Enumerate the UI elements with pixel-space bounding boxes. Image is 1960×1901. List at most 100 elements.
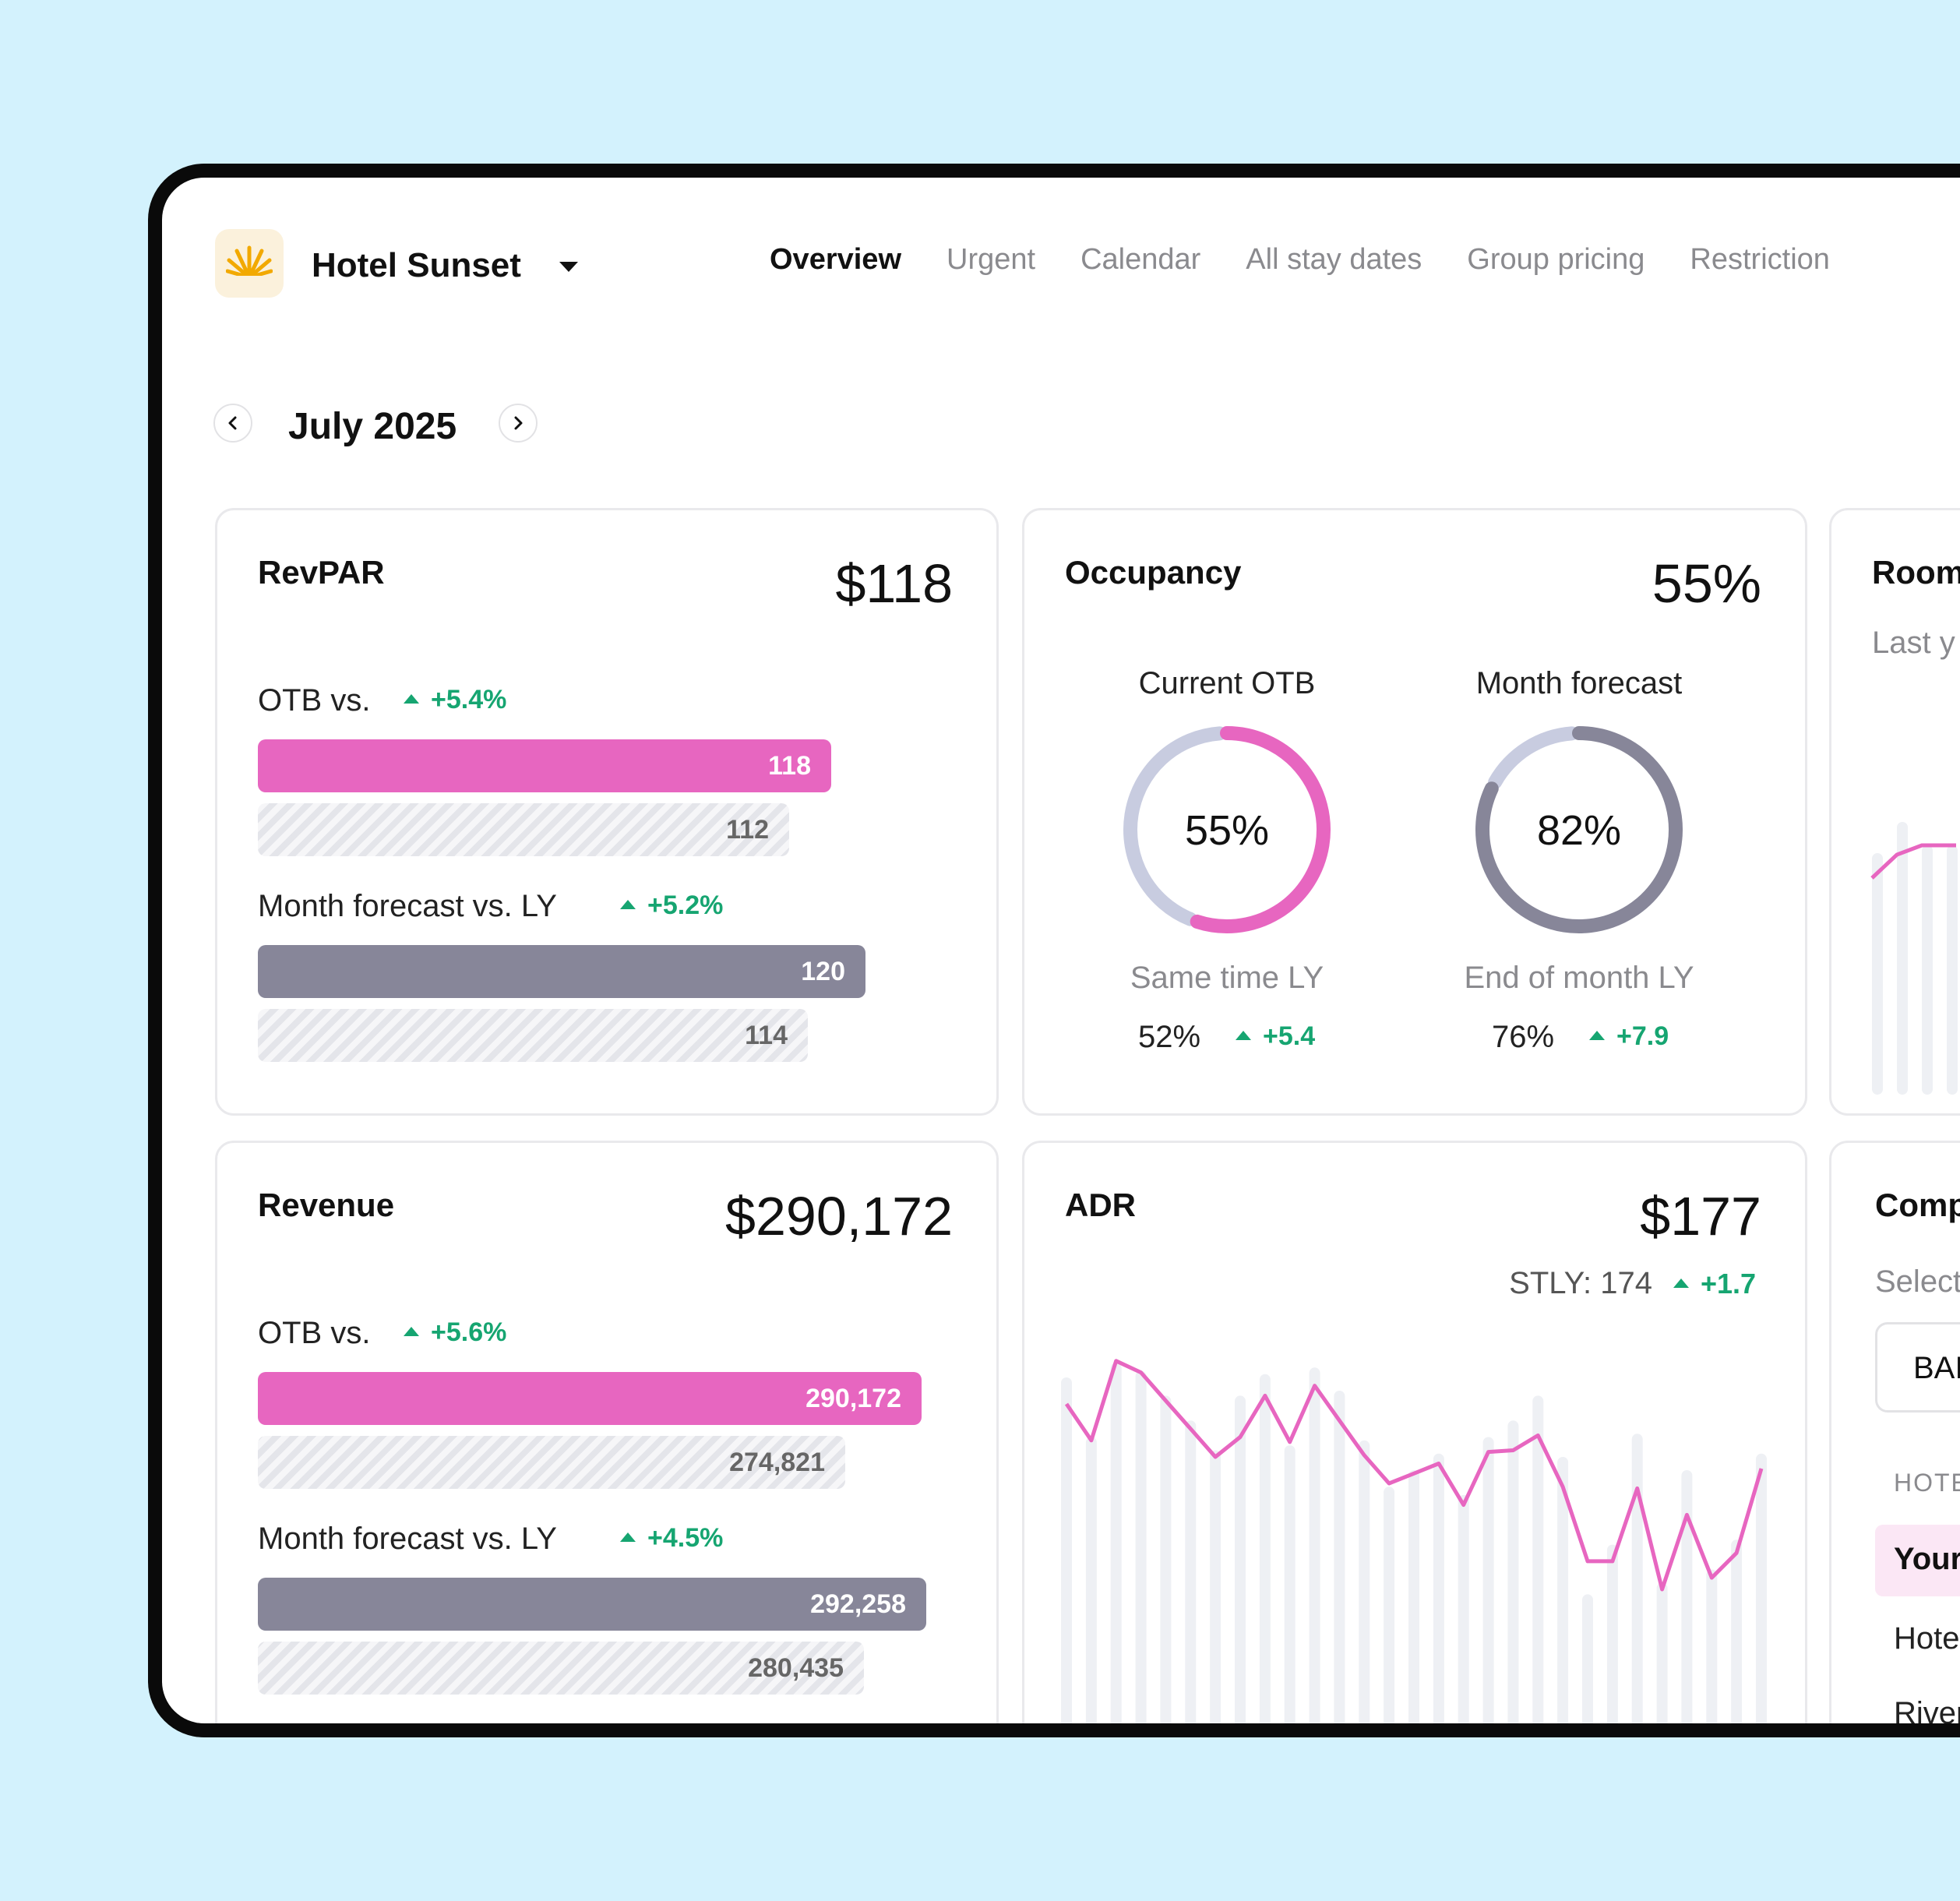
month-title: July 2025	[288, 406, 457, 447]
card-title: Comp	[1875, 1187, 1960, 1223]
tab-urgent[interactable]: Urgent	[947, 243, 1036, 276]
adr-bar	[1606, 1544, 1618, 1723]
hotel-logo[interactable]	[215, 229, 284, 298]
caret-down-icon[interactable]	[558, 260, 580, 274]
adr-bar	[1210, 1450, 1221, 1723]
adr-bar	[1259, 1374, 1271, 1723]
otb-bar: 118	[258, 739, 831, 792]
adr-card: ADR $177 STLY: 174 +1.7	[1022, 1141, 1807, 1723]
comp-row[interactable]: Hote	[1894, 1621, 1960, 1656]
tab-all-stay-dates[interactable]: All stay dates	[1246, 243, 1422, 276]
same-time-ly-label: Same time LY	[1130, 961, 1324, 995]
triangle-up-icon	[404, 694, 419, 704]
adr-bar	[1756, 1453, 1767, 1723]
otb-ly-bar: 274,821	[258, 1436, 845, 1489]
forecast-label: Month forecast vs. LY	[258, 1522, 557, 1556]
revpar-card: RevPAR $118 OTB vs. +5.4% 118 112 Month …	[215, 508, 999, 1116]
adr-bar	[1135, 1370, 1147, 1723]
adr-chart	[1061, 1359, 1767, 1723]
tab-overview[interactable]: Overview	[770, 243, 901, 276]
rate-select[interactable]: BAI	[1875, 1322, 1960, 1413]
otb-bar: 290,172	[258, 1372, 922, 1425]
forecast-ly-bar: 280,435	[258, 1642, 864, 1695]
app-window: Hotel Sunset Overview Urgent Calendar Al…	[148, 164, 1960, 1737]
sunset-logo-icon	[226, 245, 273, 285]
adr-bar	[1284, 1445, 1296, 1723]
adr-bar	[1582, 1594, 1593, 1723]
month-forecast-donut	[1475, 726, 1683, 933]
adr-bar	[1160, 1395, 1172, 1723]
adr-bar	[1631, 1434, 1643, 1723]
donut-value-arc	[1475, 726, 1683, 933]
end-of-month-delta: +7.9	[1588, 1021, 1669, 1052]
adr-bar	[1408, 1470, 1419, 1723]
triangle-up-icon	[1589, 1031, 1605, 1041]
forecast-delta: +4.5%	[619, 1523, 723, 1554]
prev-month-button[interactable]	[213, 404, 252, 443]
card-title: Occupancy	[1065, 554, 1242, 591]
tab-group-pricing[interactable]: Group pricing	[1467, 243, 1645, 276]
otb-label: OTB vs.	[258, 1316, 371, 1350]
adr-bar	[1235, 1395, 1246, 1723]
tab-calendar[interactable]: Calendar	[1080, 243, 1201, 276]
hotels-section-label: HOTE	[1894, 1469, 1960, 1497]
adr-bar	[1384, 1487, 1395, 1723]
triangle-up-icon	[1236, 1031, 1251, 1041]
rooms-subtitle: Last y	[1872, 626, 1955, 660]
revenue-value: $290,172	[725, 1186, 953, 1247]
month-forecast-value: 82%	[1536, 807, 1622, 854]
stly-label: STLY: 174	[1509, 1266, 1652, 1300]
otb-delta: +5.4%	[403, 685, 506, 715]
adr-bar	[1061, 1377, 1072, 1723]
comp-subtitle: Select	[1875, 1264, 1960, 1299]
stly-delta: +1.7	[1673, 1268, 1756, 1300]
hotel-selector[interactable]: Hotel Sunset	[312, 246, 521, 284]
month-forecast-label: Month forecast	[1475, 666, 1683, 700]
donut-remaining-arc	[1488, 726, 1579, 789]
adr-bar	[1532, 1395, 1544, 1723]
adr-bar	[1656, 1582, 1668, 1723]
card-title: RevPAR	[258, 554, 385, 591]
forecast-bar: 292,258	[258, 1578, 926, 1631]
comp-row-selected[interactable]: Your	[1875, 1525, 1960, 1596]
next-month-button[interactable]	[499, 404, 538, 443]
main-nav: Overview Urgent Calendar All stay dates …	[770, 243, 1830, 277]
adr-bar	[1706, 1569, 1718, 1723]
tab-restriction[interactable]: Restriction	[1690, 243, 1830, 276]
triangle-up-icon	[404, 1327, 419, 1337]
adr-bar	[1110, 1362, 1122, 1723]
adr-bar	[1731, 1539, 1743, 1723]
current-otb-label: Current OTB	[1138, 666, 1316, 700]
same-time-ly-value: 52%	[1138, 1020, 1201, 1054]
adr-bar	[1681, 1470, 1693, 1723]
occupancy-value: 55%	[1652, 553, 1761, 614]
rooms-mini-chart	[1870, 822, 1958, 1095]
adr-bar	[1433, 1453, 1444, 1723]
chevron-left-icon	[228, 416, 237, 430]
comp-row-label: Your	[1894, 1542, 1960, 1576]
triangle-up-icon	[620, 900, 636, 910]
adr-bar	[1359, 1440, 1370, 1723]
adr-bar	[1085, 1437, 1097, 1723]
donut-remaining-arc	[1123, 726, 1227, 926]
revenue-card: Revenue $290,172 OTB vs. +5.6% 290,172 2…	[215, 1141, 999, 1723]
rooms-card: Room Last y	[1829, 508, 1960, 1116]
adr-bar	[1482, 1437, 1494, 1723]
otb-label: OTB vs.	[258, 683, 371, 718]
current-otb-donut	[1123, 726, 1331, 933]
comp-row[interactable]: River	[1894, 1696, 1960, 1730]
chevron-right-icon	[514, 416, 523, 430]
card-title: ADR	[1065, 1187, 1136, 1223]
adr-bar	[1309, 1367, 1320, 1723]
triangle-up-icon	[620, 1532, 636, 1543]
adr-bar	[1334, 1391, 1345, 1723]
comp-card: Comp Select BAI HOTE Your Hote River	[1829, 1141, 1960, 1730]
adr-bar	[1185, 1420, 1197, 1723]
adr-bar	[1507, 1420, 1519, 1723]
forecast-bar: 120	[258, 945, 865, 998]
same-time-delta: +5.4	[1235, 1021, 1315, 1052]
otb-ly-bar: 112	[258, 803, 789, 856]
triangle-up-icon	[1673, 1279, 1689, 1289]
rate-select-value: BAI	[1913, 1351, 1960, 1385]
donut-value-arc	[1190, 726, 1331, 933]
